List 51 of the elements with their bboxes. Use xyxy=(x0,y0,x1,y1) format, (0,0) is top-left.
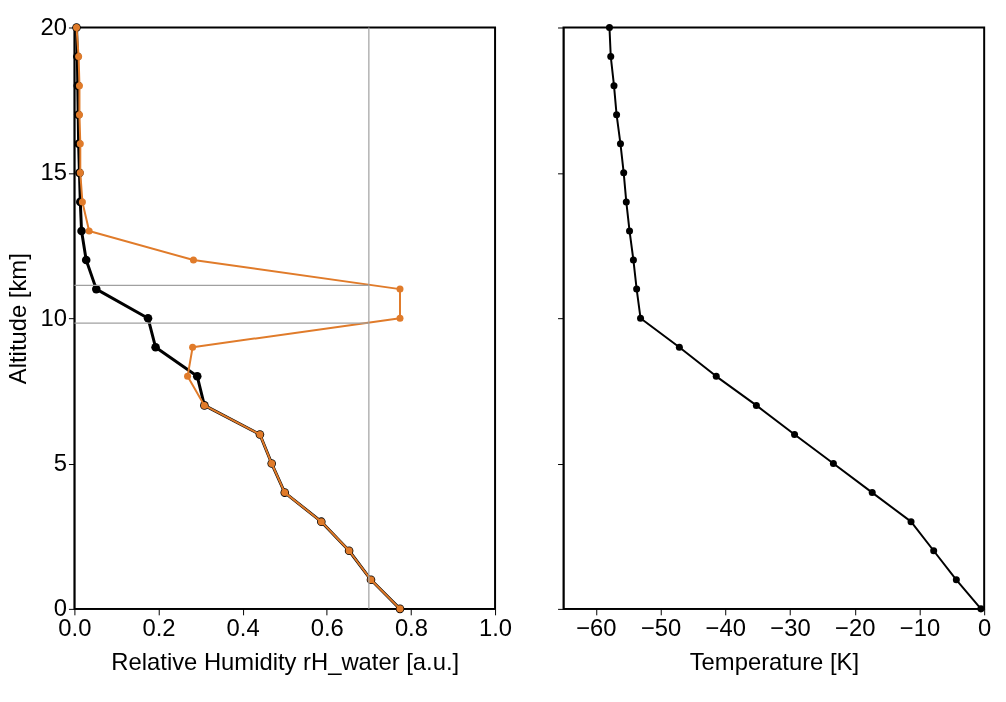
point xyxy=(189,343,197,351)
point xyxy=(752,401,760,409)
point xyxy=(626,227,634,235)
point xyxy=(143,313,153,323)
point xyxy=(396,314,404,322)
point xyxy=(952,576,960,584)
point xyxy=(85,227,93,235)
x-tick-label: −30 xyxy=(770,614,811,642)
point xyxy=(189,256,197,264)
point xyxy=(622,198,630,206)
x-tick-label: 1.0 xyxy=(479,614,513,642)
point xyxy=(91,284,101,294)
point xyxy=(791,430,799,438)
y-tick-label: 10 xyxy=(40,303,67,331)
x-tick-label: 0.4 xyxy=(226,614,260,642)
y-axis-title: Altitude [km] xyxy=(3,253,31,385)
x-tick-label: −50 xyxy=(640,614,682,642)
point xyxy=(637,314,645,322)
x-axis-title: Temperature [K] xyxy=(689,647,859,675)
point xyxy=(610,82,618,90)
x-tick-label: 0.2 xyxy=(142,614,176,642)
x-tick-label: 0.6 xyxy=(310,614,344,642)
y-tick-label: 15 xyxy=(40,158,67,186)
point xyxy=(620,169,628,177)
point xyxy=(184,372,192,380)
point xyxy=(396,285,404,293)
point xyxy=(629,256,637,264)
x-tick-label: −10 xyxy=(899,614,941,642)
point xyxy=(616,140,624,148)
point xyxy=(907,518,915,526)
x-tick-label: −20 xyxy=(835,614,876,642)
point xyxy=(151,342,160,352)
x-tick-label: 0.8 xyxy=(394,614,428,642)
x-tick-label: −40 xyxy=(705,614,746,642)
point xyxy=(77,226,86,236)
point xyxy=(868,489,876,497)
y-tick-label: 5 xyxy=(53,448,67,476)
x-tick-label: 0 xyxy=(978,614,992,642)
point xyxy=(712,372,720,380)
point xyxy=(633,285,641,293)
point xyxy=(829,460,837,468)
x-tick-label: −60 xyxy=(576,614,617,642)
point xyxy=(613,111,621,119)
point xyxy=(675,343,683,351)
point xyxy=(930,547,938,555)
point xyxy=(81,255,91,265)
point xyxy=(607,53,615,61)
y-tick-label: 20 xyxy=(40,12,67,40)
point xyxy=(605,24,613,31)
point xyxy=(192,372,202,381)
x-axis-title: Relative Humidity rH_water [a.u.] xyxy=(111,647,460,675)
